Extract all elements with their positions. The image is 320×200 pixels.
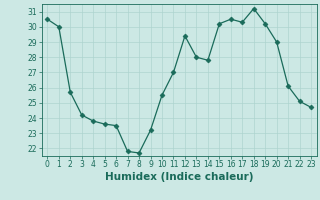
X-axis label: Humidex (Indice chaleur): Humidex (Indice chaleur) [105,172,253,182]
